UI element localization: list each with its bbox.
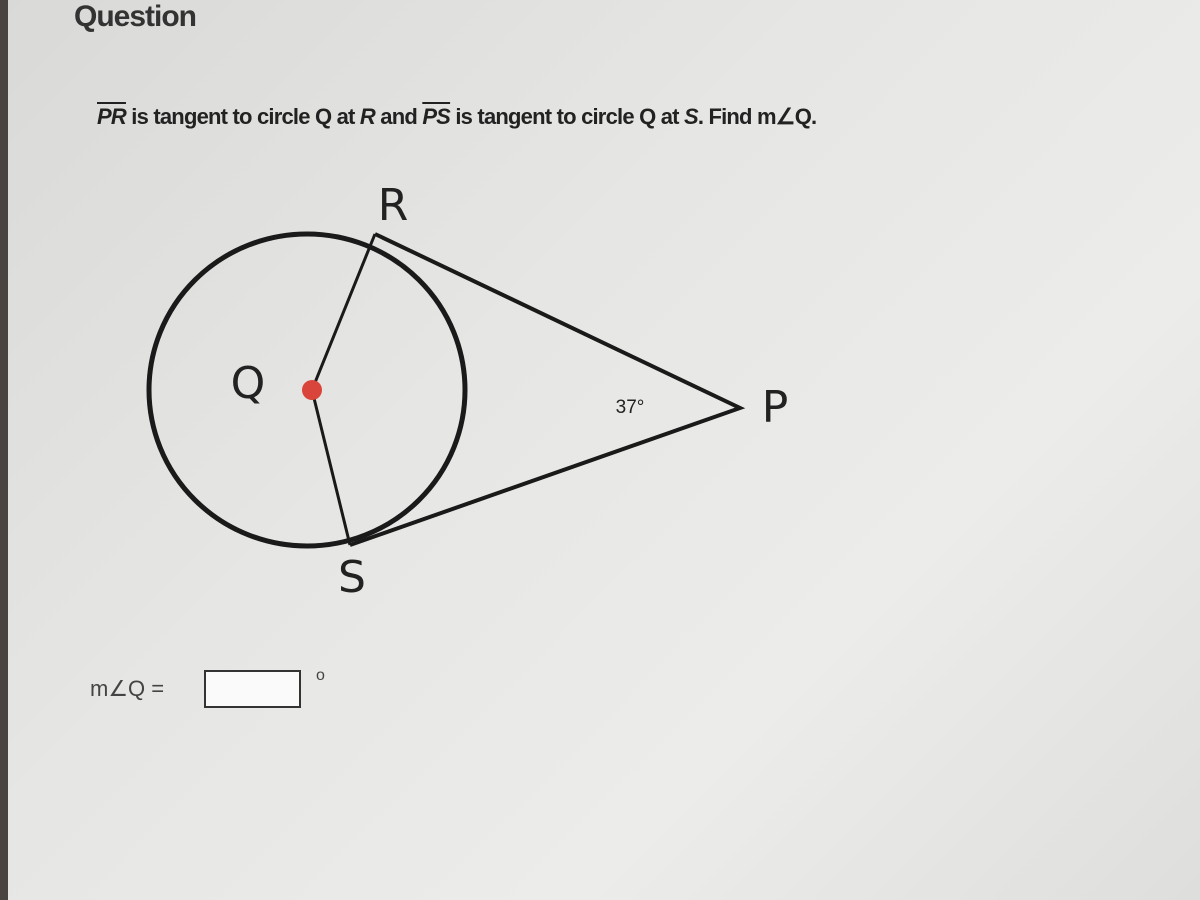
angle-label: 37° [616,397,645,418]
text: and [374,104,423,129]
degree-unit: o [316,667,325,684]
screen-edge [0,0,8,900]
answer-input[interactable] [204,670,301,708]
text: is tangent to circle Q at [125,104,360,129]
segment: PR [97,104,127,129]
label-r: R [378,180,409,231]
text: . Find m∠Q. [697,104,817,129]
label-s: S [338,552,366,603]
point: R [359,104,376,129]
center-dot [302,380,322,400]
tangents [349,232,746,547]
label-q: Q [231,358,266,409]
title: Question [74,0,197,33]
text: is tangent to circle Q at [450,104,684,129]
answer-label: m∠Q = [90,676,164,701]
segment: PS [422,104,451,129]
circle [146,231,468,549]
prompt: PR is tangent to circle Q at R and PS is… [97,104,817,130]
point: S [683,104,699,129]
label-p: P [762,382,789,433]
